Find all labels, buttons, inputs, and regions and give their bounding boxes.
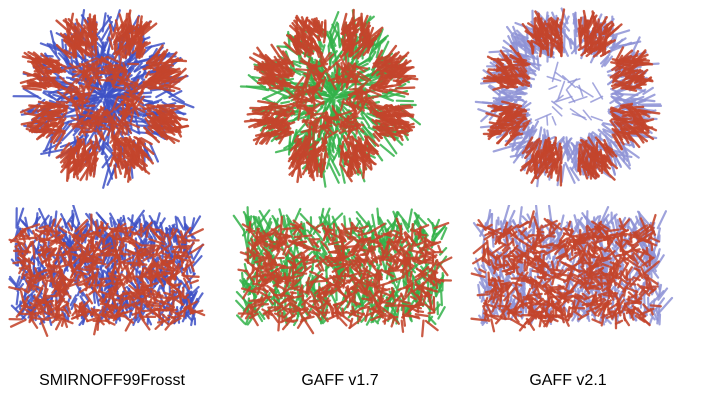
molecule-rendering — [474, 7, 663, 188]
gaff21-side-view — [465, 205, 675, 340]
gaff17-side-view — [228, 205, 458, 340]
caption-gaff21: GAFF v2.1 — [529, 372, 607, 389]
gaff21-top-view — [465, 0, 675, 195]
smirnoff-side-view — [0, 205, 210, 340]
caption-gaff17: GAFF v1.7 — [301, 372, 379, 389]
molecule-rendering — [8, 205, 206, 337]
molecule-rendering — [470, 205, 674, 333]
gaff17-top-view — [228, 0, 438, 195]
smirnoff-top-view — [0, 0, 210, 195]
caption-smirnoff: SMIRNOFF99Frosst — [39, 372, 185, 389]
molecule-rendering — [12, 9, 195, 189]
molecule-rendering — [239, 8, 421, 188]
molecule-rendering — [232, 206, 453, 338]
